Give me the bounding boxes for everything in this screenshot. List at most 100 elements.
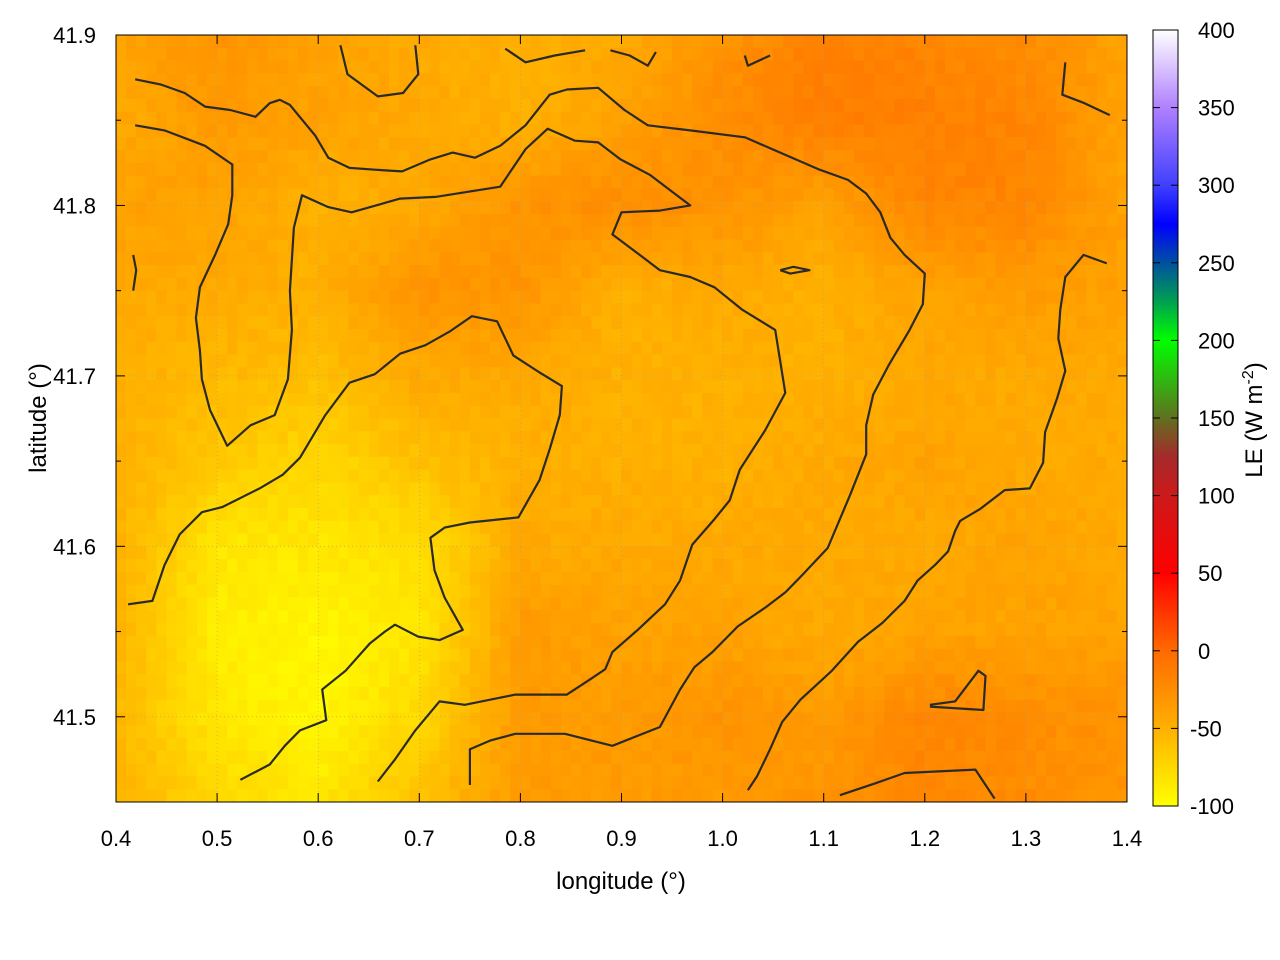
heatmap-cell bbox=[975, 597, 987, 611]
heatmap-cell bbox=[530, 124, 542, 138]
heatmap-cell bbox=[601, 290, 612, 305]
heatmap-cell bbox=[924, 213, 936, 228]
heatmap-cell bbox=[156, 73, 168, 87]
heatmap-cell bbox=[1025, 252, 1037, 266]
heatmap-cell bbox=[1025, 559, 1037, 573]
heatmap-cell bbox=[763, 559, 774, 573]
heatmap-cell bbox=[368, 623, 380, 637]
heatmap-cell bbox=[995, 329, 1007, 343]
heatmap-cell bbox=[429, 405, 441, 420]
heatmap-cell bbox=[651, 444, 663, 458]
heatmap-cell bbox=[388, 213, 400, 228]
heatmap-cell bbox=[742, 35, 754, 49]
heatmap-cell bbox=[864, 213, 875, 228]
heatmap-cell bbox=[308, 623, 319, 637]
heatmap-cell bbox=[469, 405, 481, 420]
heatmap-cell bbox=[217, 354, 228, 368]
heatmap-cell bbox=[217, 201, 228, 215]
heatmap-cell bbox=[510, 431, 521, 445]
heatmap-cell bbox=[843, 329, 855, 343]
heatmap-cell bbox=[388, 571, 400, 586]
heatmap-cell bbox=[126, 303, 137, 317]
heatmap-cell bbox=[621, 213, 633, 228]
heatmap-cell bbox=[419, 35, 431, 49]
heatmap-cell bbox=[682, 507, 693, 522]
heatmap-cell bbox=[621, 111, 633, 126]
heatmap-cell bbox=[1005, 495, 1017, 509]
heatmap-cell bbox=[854, 367, 865, 381]
heatmap-cell bbox=[257, 482, 269, 496]
heatmap-cell bbox=[621, 35, 633, 49]
heatmap-cell bbox=[783, 60, 794, 74]
heatmap-cell bbox=[490, 73, 501, 87]
heatmap-cell bbox=[742, 316, 754, 330]
heatmap-cell bbox=[651, 584, 663, 599]
heatmap-cell bbox=[530, 73, 542, 87]
heatmap-cell bbox=[318, 60, 329, 74]
heatmap-cell bbox=[985, 73, 997, 87]
heatmap-cell bbox=[318, 533, 329, 547]
heatmap-cell bbox=[126, 35, 137, 49]
heatmap-cell bbox=[1056, 635, 1067, 650]
heatmap-cell bbox=[318, 277, 329, 292]
heatmap-cell bbox=[955, 392, 966, 407]
heatmap-cell bbox=[166, 469, 178, 484]
heatmap-cell bbox=[874, 635, 885, 650]
heatmap-cell bbox=[399, 316, 410, 330]
heatmap-cell bbox=[631, 150, 643, 164]
heatmap-cell bbox=[631, 546, 643, 560]
heatmap-cell bbox=[621, 329, 633, 343]
heatmap-cell bbox=[126, 623, 137, 637]
heatmap-cell bbox=[388, 252, 400, 266]
heatmap-cell bbox=[388, 98, 400, 113]
heatmap-cell bbox=[1046, 98, 1057, 113]
heatmap-cell bbox=[186, 35, 198, 49]
heatmap-cell bbox=[146, 405, 158, 420]
heatmap-cell bbox=[1106, 86, 1118, 100]
heatmap-cell bbox=[540, 316, 552, 330]
heatmap-cell bbox=[227, 290, 238, 305]
heatmap-cell bbox=[206, 635, 218, 650]
heatmap-cell bbox=[196, 546, 208, 560]
heatmap-cell bbox=[1015, 444, 1027, 458]
heatmap-cell bbox=[965, 265, 976, 279]
heatmap-cell bbox=[661, 201, 673, 215]
heatmap-cell bbox=[358, 150, 370, 164]
heatmap-cell bbox=[1015, 431, 1027, 445]
heatmap-cell bbox=[874, 648, 885, 662]
heatmap-cell bbox=[742, 303, 754, 317]
heatmap-cell bbox=[934, 661, 946, 675]
heatmap-cell bbox=[1015, 418, 1027, 432]
heatmap-cell bbox=[570, 444, 582, 458]
heatmap-cell bbox=[136, 341, 147, 356]
heatmap-cell bbox=[116, 213, 127, 228]
heatmap-cell bbox=[490, 610, 501, 624]
heatmap-cell bbox=[348, 380, 360, 394]
heatmap-cell bbox=[1076, 175, 1088, 189]
heatmap-cell bbox=[965, 469, 976, 484]
heatmap-cell bbox=[206, 482, 218, 496]
heatmap-cell bbox=[874, 73, 885, 87]
heatmap-cell bbox=[591, 226, 602, 241]
heatmap-cell bbox=[1076, 418, 1088, 432]
heatmap-cell bbox=[540, 188, 552, 202]
heatmap-cell bbox=[388, 329, 400, 343]
heatmap-cell bbox=[692, 150, 703, 164]
heatmap-cell bbox=[783, 610, 794, 624]
heatmap-cell bbox=[884, 86, 896, 100]
heatmap-cell bbox=[692, 456, 703, 471]
heatmap-cell bbox=[378, 635, 390, 650]
heatmap-cell bbox=[601, 86, 612, 100]
heatmap-cell bbox=[510, 162, 521, 177]
heatmap-cell bbox=[702, 482, 714, 496]
heatmap-cell bbox=[591, 303, 602, 317]
heatmap-cell bbox=[631, 507, 643, 522]
heatmap-cell bbox=[570, 456, 582, 471]
heatmap-cell bbox=[1096, 380, 1108, 394]
heatmap-cell bbox=[763, 635, 774, 650]
heatmap-cell bbox=[985, 661, 997, 675]
heatmap-cell bbox=[287, 341, 299, 356]
heatmap-cell bbox=[136, 597, 147, 611]
heatmap-cell bbox=[682, 329, 693, 343]
heatmap-cell bbox=[924, 610, 936, 624]
